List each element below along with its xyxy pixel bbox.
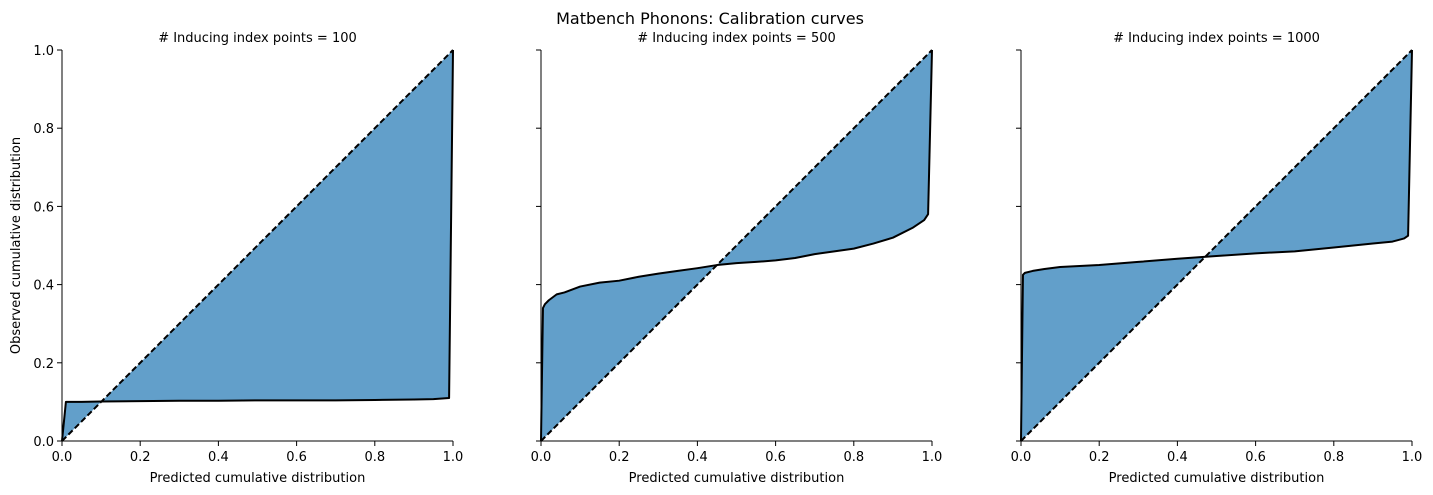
ideal-diagonal-line — [540, 49, 933, 442]
calibration-panel-1: 0.0 0.2 0.4 0.6 0.8 1.0 0.0 0.2 0.4 0.6 0.8 1.0 # In… — [9, 31, 463, 486]
panels: 0.0 0.2 0.4 0.6 0.8 1.0 0.0 0.2 0.4 0.6 0.8 1.0 # In… — [9, 31, 1422, 486]
x-tick-label: 0.8 — [364, 450, 385, 465]
x-tick-label: 0.4 — [687, 450, 708, 465]
y-tick-label: 0.2 — [33, 357, 54, 372]
x-tick-label: 0.2 — [130, 450, 151, 465]
y-tick-label: 0.4 — [33, 279, 54, 294]
calibration-panel-3: 0.0 0.2 0.4 0.6 0.8 1.0 # Inducing index point… — [1011, 31, 1423, 486]
panel-title: # Inducing index points = 500 — [637, 31, 836, 46]
calibration-curve — [1020, 49, 1413, 442]
panel-title: # Inducing index points = 100 — [158, 31, 357, 46]
x-tick-label: 0.8 — [1323, 450, 1344, 465]
x-tick-label: 0.6 — [1245, 450, 1266, 465]
x-tick-label: 0.2 — [609, 450, 630, 465]
y-axis-label: Observed cumulative distribution — [9, 137, 24, 354]
x-axis-label: Predicted cumulative distribution — [150, 471, 366, 486]
x-tick-label: 0.2 — [1089, 450, 1110, 465]
calibration-curve — [61, 49, 454, 442]
x-tick-label: 0.6 — [765, 450, 786, 465]
x-tick-label: 0.0 — [531, 450, 552, 465]
y-tick-label: 1.0 — [33, 44, 54, 59]
x-tick-label: 0.0 — [1011, 450, 1032, 465]
figure-title: Matbench Phonons: Calibration curves — [556, 9, 864, 28]
x-axis-label: Predicted cumulative distribution — [1109, 471, 1325, 486]
x-tick-label: 0.8 — [843, 450, 864, 465]
x-tick-label: 1.0 — [922, 450, 943, 465]
ideal-diagonal-line — [61, 49, 454, 442]
x-tick-label: 0.6 — [286, 450, 307, 465]
x-axis-label: Predicted cumulative distribution — [629, 471, 845, 486]
calibration-panel-2: 0.0 0.2 0.4 0.6 0.8 1.0 # Inducing index point… — [531, 31, 943, 486]
y-tick-label: 0.6 — [33, 200, 54, 215]
y-tick-label: 0.8 — [33, 122, 54, 137]
ideal-diagonal-line — [1020, 49, 1413, 442]
x-tick-label: 0.4 — [1167, 450, 1188, 465]
panel-title: # Inducing index points = 1000 — [1113, 31, 1320, 46]
x-tick-label: 0.0 — [52, 450, 73, 465]
x-tick-label: 1.0 — [443, 450, 464, 465]
x-tick-label: 0.4 — [208, 450, 229, 465]
y-tick-label: 0.0 — [33, 435, 54, 450]
x-tick-label: 1.0 — [1402, 450, 1423, 465]
